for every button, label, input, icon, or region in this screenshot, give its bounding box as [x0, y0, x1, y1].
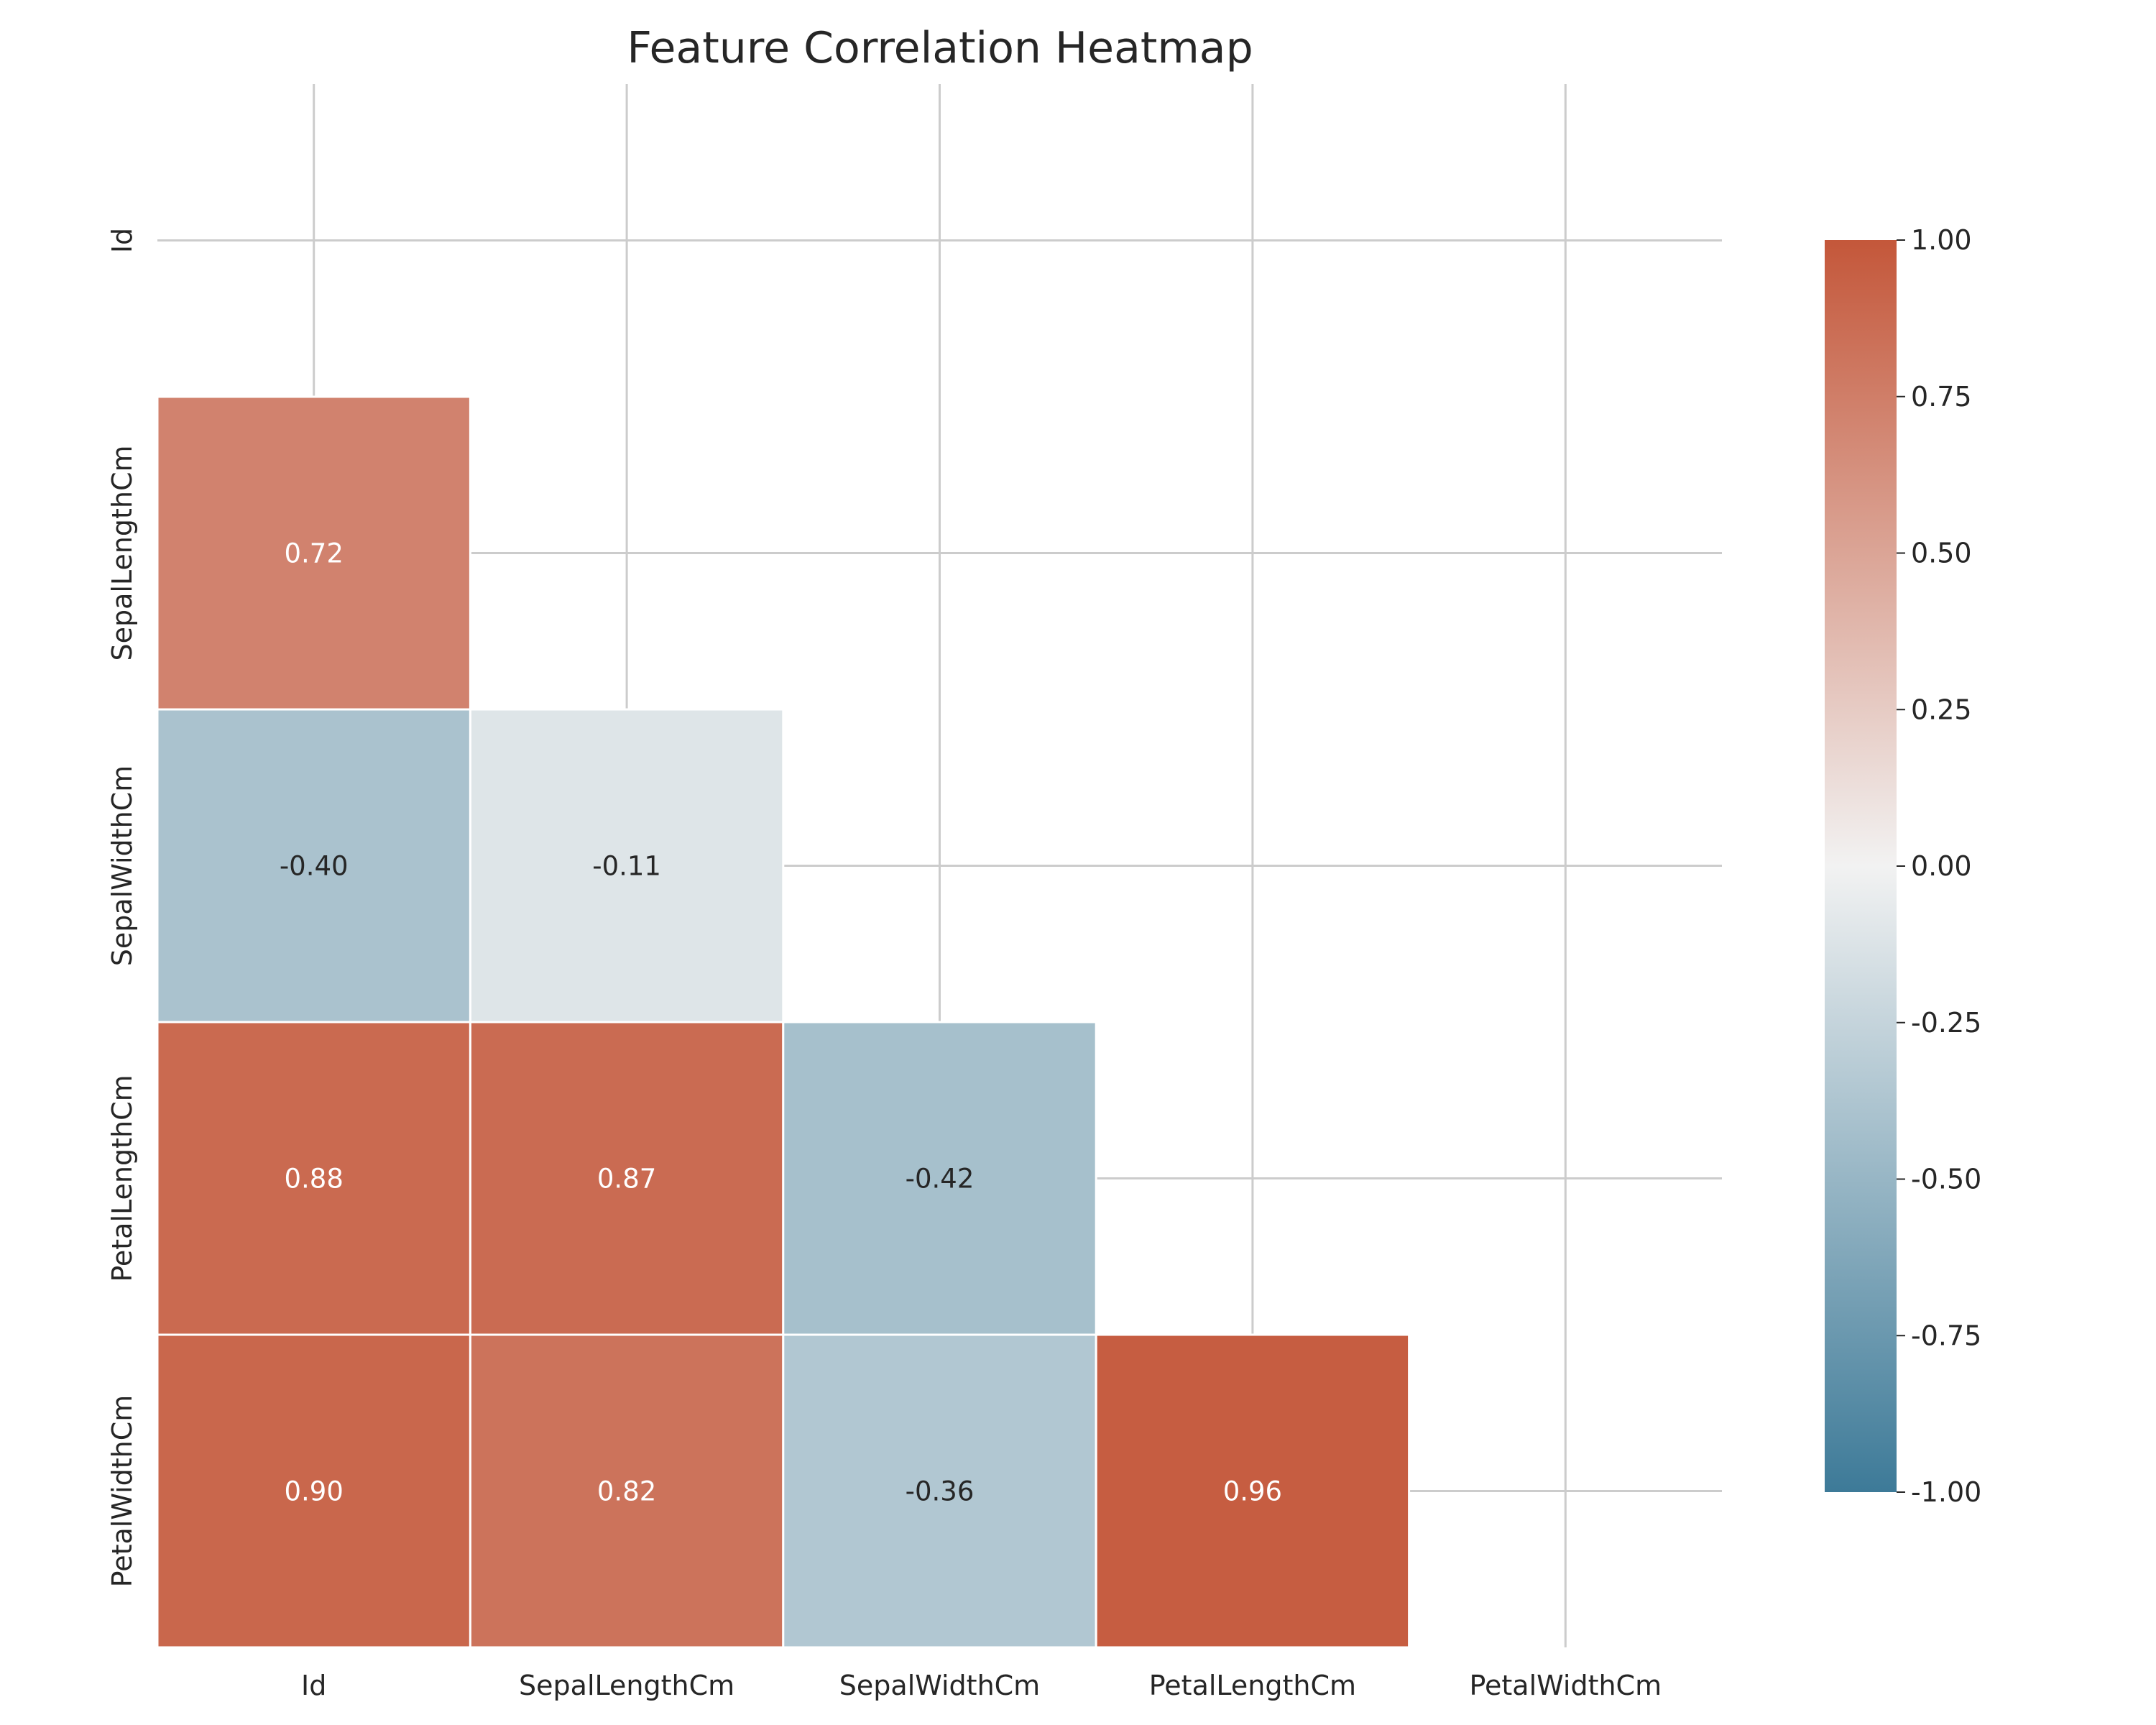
- heatmap-cell: [469, 1333, 785, 1649]
- heatmap-cell: [1095, 1333, 1411, 1649]
- colorbar-tick-label: -0.25: [1911, 1007, 1981, 1039]
- colorbar-tick-label: -1.00: [1911, 1476, 1981, 1508]
- x-tick-label: Id: [301, 1670, 326, 1701]
- y-tick-labels: Id SepalLengthCm SepalWidthCm PetalLengthCm…: [106, 228, 138, 1587]
- x-tick-label: SepalLengthCm: [519, 1670, 734, 1701]
- heatmap-cells: [156, 395, 1411, 1649]
- x-tick-label: PetalLengthCm: [1149, 1670, 1356, 1701]
- heatmap-cell: [156, 1333, 471, 1649]
- cell-value-label: 0.96: [1223, 1476, 1282, 1507]
- cell-value-label: 0.82: [597, 1476, 656, 1507]
- heatmap-cell: [782, 1021, 1097, 1336]
- heatmap-cell: [469, 1021, 785, 1336]
- chart-title: Feature Correlation Heatmap: [627, 23, 1253, 73]
- cell-value-label: -0.11: [592, 851, 661, 882]
- heatmap-cell: [156, 708, 471, 1024]
- y-tick-label: PetalLengthCm: [106, 1075, 138, 1282]
- colorbar-tick-label: 1.00: [1911, 224, 1972, 256]
- heatmap-cell: [156, 395, 471, 711]
- x-tick-label: SepalWidthCm: [839, 1670, 1040, 1701]
- colorbar-tick-label: 0.25: [1911, 694, 1972, 725]
- colorbar-tick-label: 0.50: [1911, 538, 1972, 569]
- x-tick-label: PetalWidthCm: [1469, 1670, 1662, 1701]
- cell-value-label: 0.90: [285, 1476, 344, 1507]
- cell-value-label: 0.72: [285, 538, 344, 569]
- heatmap-cell: [156, 1021, 471, 1336]
- y-tick-label: PetalWidthCm: [106, 1395, 138, 1588]
- heatmap-cell: [782, 1333, 1097, 1649]
- y-tick-label: SepalLengthCm: [106, 445, 138, 661]
- y-tick-label: Id: [106, 228, 138, 253]
- cell-value-label: -0.42: [906, 1164, 975, 1195]
- colorbar-tick-label: 0.00: [1911, 850, 1972, 882]
- cell-value-label: 0.88: [285, 1164, 344, 1195]
- colorbar-tick-label: 0.75: [1911, 381, 1972, 413]
- cell-value-label: 0.87: [597, 1164, 656, 1195]
- cell-value-label: -0.36: [906, 1476, 975, 1507]
- colorbar: 1.00 0.75 0.50 0.25 0.00 -0.25 -0.50 -0.75 -1.00: [1825, 224, 1981, 1508]
- colorbar-tick-label: -0.75: [1911, 1320, 1981, 1351]
- colorbar-gradient: [1825, 240, 1897, 1492]
- cell-value-label: -0.40: [280, 851, 349, 882]
- cell-labels: 0.72 -0.40 -0.11 0.88 0.87 -0.42 0.90 0.82 -0.36…: [280, 538, 1282, 1507]
- x-tick-labels: Id SepalLengthCm SepalWidthCm PetalLengthCm…: [301, 1670, 1662, 1701]
- colorbar-tick-label: -0.50: [1911, 1164, 1981, 1195]
- y-tick-label: SepalWidthCm: [106, 765, 138, 966]
